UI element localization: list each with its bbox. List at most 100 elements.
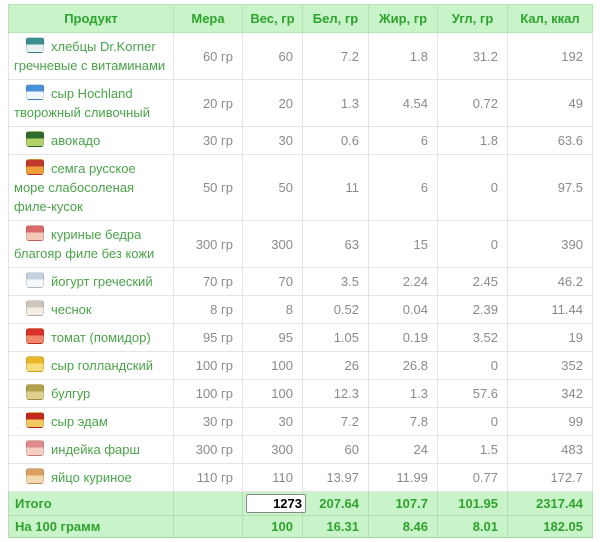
protein-cell: 11	[302, 154, 369, 221]
col-header-weight: Вес, гр	[242, 4, 303, 33]
measure-cell: 30 гр	[173, 407, 243, 436]
calories-cell: 342	[507, 379, 593, 408]
salmon-pack-icon	[26, 159, 44, 175]
chicken-thigh-icon	[26, 225, 44, 241]
measure-cell: 95 гр	[173, 323, 243, 352]
protein-cell: 1.3	[302, 79, 369, 127]
per-100-label: На 100 грамм	[8, 515, 174, 538]
weight-cell: 300	[242, 220, 303, 268]
product-link[interactable]: томат (помидор)	[51, 330, 151, 345]
fat-cell: 0.04	[368, 295, 438, 324]
product-link[interactable]: авокадо	[51, 133, 101, 148]
fat-cell: 15	[368, 220, 438, 268]
protein-cell: 26	[302, 351, 369, 380]
nutrition-table: Продукт Мера Вес, гр Бел, гр Жир, гр Угл…	[8, 4, 593, 538]
carbs-cell: 2.45	[437, 267, 508, 296]
product-cell: чеснок	[8, 295, 174, 324]
fat-cell: 1.8	[368, 32, 438, 80]
per-100-weight-cell: 100	[242, 515, 303, 538]
product-link[interactable]: чеснок	[51, 302, 92, 317]
protein-cell: 63	[302, 220, 369, 268]
product-row: хлебцы Dr.Korner гречневые с витаминами 6…	[8, 32, 593, 80]
per-100-calories-cell: 182.05	[507, 515, 593, 538]
totals-row: Итого 207.64 107.7 101.95 2317.44	[8, 491, 593, 516]
protein-cell: 7.2	[302, 407, 369, 436]
fat-cell: 26.8	[368, 351, 438, 380]
product-cell: йогурт греческий	[8, 267, 174, 296]
carbs-cell: 0	[437, 154, 508, 221]
calories-cell: 46.2	[507, 267, 593, 296]
carbs-cell: 0	[437, 351, 508, 380]
carbs-cell: 1.8	[437, 126, 508, 155]
carbs-cell: 31.2	[437, 32, 508, 80]
product-link[interactable]: яйцо куриное	[51, 470, 132, 485]
product-row: куриные бедра благояр филе без кожи 300 г…	[8, 220, 593, 268]
calories-cell: 390	[507, 220, 593, 268]
totals-calories-cell: 2317.44	[507, 491, 593, 516]
product-link[interactable]: индейка фарш	[51, 442, 140, 457]
garlic-icon	[26, 300, 44, 316]
product-cell: сыр эдам	[8, 407, 174, 436]
per-100-carbs-cell: 8.01	[437, 515, 508, 538]
totals-carbs-cell: 101.95	[437, 491, 508, 516]
carbs-cell: 57.6	[437, 379, 508, 408]
protein-cell: 7.2	[302, 32, 369, 80]
calories-cell: 63.6	[507, 126, 593, 155]
product-link[interactable]: куриные бедра благояр филе без кожи	[14, 227, 155, 261]
protein-cell: 12.3	[302, 379, 369, 408]
protein-cell: 0.52	[302, 295, 369, 324]
weight-cell: 100	[242, 379, 303, 408]
fat-cell: 11.99	[368, 463, 438, 492]
product-row: яйцо куриное 110 гр 110 13.97 11.99 0.77 172.7	[8, 463, 593, 492]
totals-protein-cell: 207.64	[302, 491, 369, 516]
col-header-carbs: Угл, гр	[437, 4, 508, 33]
carbs-cell: 3.52	[437, 323, 508, 352]
totals-label: Итого	[8, 491, 174, 516]
fat-cell: 4.54	[368, 79, 438, 127]
per-100-protein-cell: 16.31	[302, 515, 369, 538]
fat-cell: 7.8	[368, 407, 438, 436]
col-header-product: Продукт	[8, 4, 174, 33]
header-row: Продукт Мера Вес, гр Бел, гр Жир, гр Угл…	[8, 4, 593, 33]
product-row: семга русское море слабосоленая филе-кус…	[8, 154, 593, 221]
product-link[interactable]: сыр голландский	[51, 358, 153, 373]
product-link[interactable]: сыр эдам	[51, 414, 108, 429]
carbs-cell: 0.77	[437, 463, 508, 492]
calories-cell: 352	[507, 351, 593, 380]
product-link[interactable]: семга русское море слабосоленая филе-кус…	[14, 161, 136, 214]
yogurt-cup-icon	[26, 272, 44, 288]
totals-fat-cell: 107.7	[368, 491, 438, 516]
weight-cell: 300	[242, 435, 303, 464]
totals-weight-cell	[242, 491, 306, 516]
measure-cell: 110 гр	[173, 463, 243, 492]
product-cell: семга русское море слабосоленая филе-кус…	[8, 154, 174, 221]
weight-cell: 20	[242, 79, 303, 127]
weight-cell: 30	[242, 126, 303, 155]
product-link[interactable]: хлебцы Dr.Korner гречневые с витаминами	[14, 39, 166, 73]
product-row: булгур 100 гр 100 12.3 1.3 57.6 342	[8, 379, 593, 408]
fat-cell: 0.19	[368, 323, 438, 352]
dutch-cheese-icon	[26, 356, 44, 372]
fat-cell: 6	[368, 154, 438, 221]
weight-cell: 8	[242, 295, 303, 324]
product-cell: яйцо куриное	[8, 463, 174, 492]
carbs-cell: 0	[437, 407, 508, 436]
measure-cell: 20 гр	[173, 79, 243, 127]
measure-cell: 100 гр	[173, 379, 243, 408]
measure-cell: 50 гр	[173, 154, 243, 221]
product-link[interactable]: сыр Hochland творожный сливочный	[14, 86, 150, 120]
product-cell: томат (помидор)	[8, 323, 174, 352]
crispbread-jar-icon	[26, 37, 44, 53]
product-link[interactable]: йогурт греческий	[51, 274, 153, 289]
total-weight-input[interactable]	[246, 494, 306, 513]
fat-cell: 24	[368, 435, 438, 464]
measure-cell: 300 гр	[173, 220, 243, 268]
product-row: индейка фарш 300 гр 300 60 24 1.5 483	[8, 435, 593, 464]
weight-cell: 30	[242, 407, 303, 436]
per-100-gram-row: На 100 грамм 100 16.31 8.46 8.01 182.05	[8, 515, 593, 538]
col-header-protein: Бел, гр	[302, 4, 369, 33]
product-cell: булгур	[8, 379, 174, 408]
carbs-cell: 2.39	[437, 295, 508, 324]
product-link[interactable]: булгур	[51, 386, 91, 401]
product-row: сыр Hochland творожный сливочный 20 гр 20 1…	[8, 79, 593, 127]
